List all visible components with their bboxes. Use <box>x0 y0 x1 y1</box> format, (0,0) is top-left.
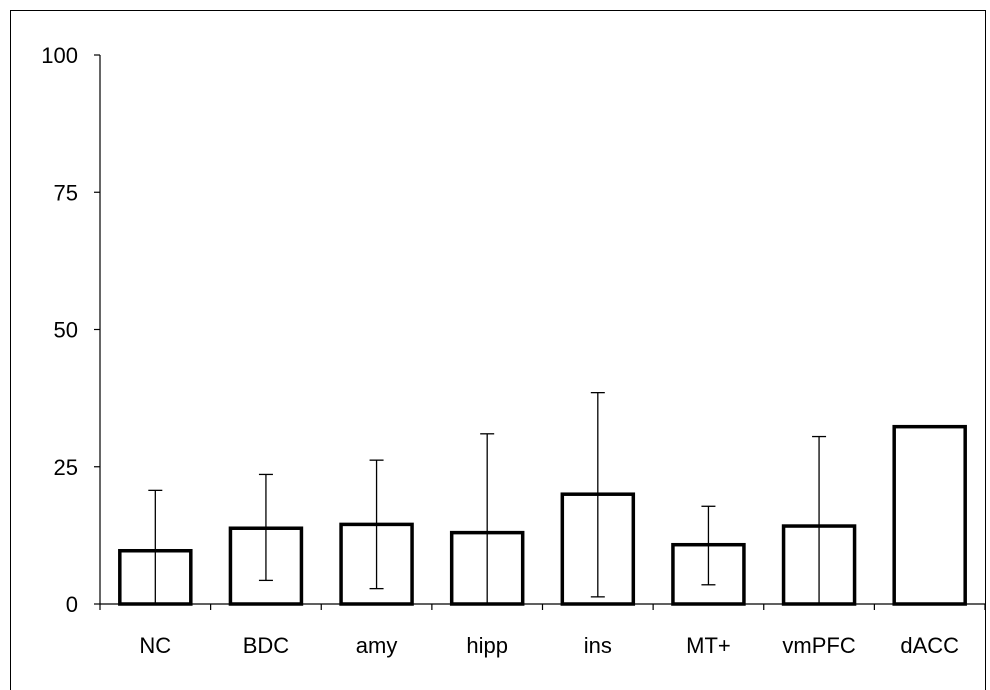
y-tick-label: 25 <box>54 455 78 480</box>
x-tick-label: vmPFC <box>782 633 855 658</box>
x-tick-label: NC <box>139 633 171 658</box>
bar-dacc <box>894 427 965 604</box>
x-tick-label: amy <box>356 633 398 658</box>
x-tick-label: dACC <box>900 633 959 658</box>
y-tick-label: 50 <box>54 318 78 343</box>
y-tick-label: 75 <box>54 180 78 205</box>
y-tick-label: 0 <box>66 592 78 617</box>
y-tick-label: 100 <box>41 43 78 68</box>
x-tick-label: BDC <box>243 633 290 658</box>
x-tick-label: MT+ <box>686 633 731 658</box>
x-tick-label: hipp <box>466 633 508 658</box>
x-tick-label: ins <box>584 633 612 658</box>
bars <box>120 427 965 604</box>
